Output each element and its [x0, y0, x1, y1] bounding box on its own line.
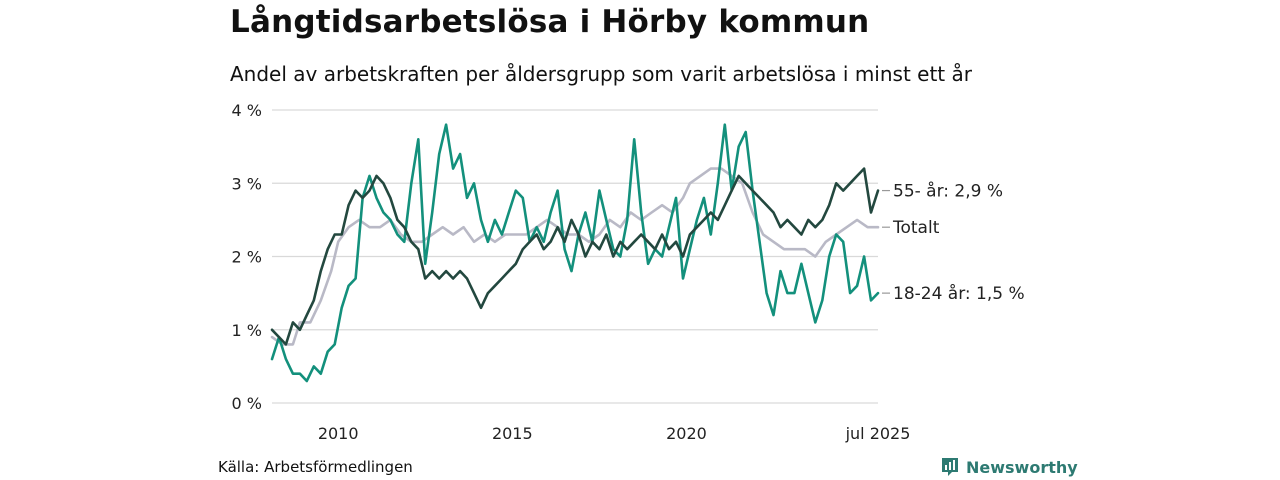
- series-line-total: [270, 167, 880, 346]
- x-tick-label: 2020: [666, 424, 707, 443]
- end-label-total: Totalt: [892, 218, 940, 238]
- x-axis-ticks: 2010 2015 2020 jul 2025: [318, 424, 911, 443]
- end-label-age55: 55- år: 2,9 %: [893, 181, 1003, 202]
- end-label-age1824: 18-24 år: 1,5 %: [893, 283, 1025, 304]
- y-tick-label: 2 %: [232, 248, 262, 267]
- chart-title: Långtidsarbetslösa i Hörby kommun: [230, 4, 870, 40]
- y-tick-label: 1 %: [232, 321, 262, 340]
- x-tick-label: 2015: [492, 424, 533, 443]
- y-tick-label: 4 %: [232, 101, 262, 120]
- brand-name: Newsworthy: [966, 457, 1078, 477]
- brand-logo[interactable]: Newsworthy: [940, 456, 1078, 478]
- newsworthy-icon: [942, 458, 958, 476]
- y-tick-label: 3 %: [232, 174, 262, 193]
- series-line-age1824: [270, 123, 880, 383]
- y-axis-ticks: 0 % 1 % 2 % 3 % 4 %: [232, 101, 262, 413]
- series-end-labels: 55- år: 2,9 % Totalt 18-24 år: 1,5 %: [882, 181, 1025, 304]
- series-line-age55: [270, 167, 880, 346]
- series-lines: [270, 123, 880, 383]
- x-tick-label: jul 2025: [845, 424, 911, 443]
- chart-subtitle: Andel av arbetskraften per åldersgrupp s…: [230, 62, 972, 86]
- source-note: Källa: Arbetsförmedlingen: [218, 458, 413, 476]
- y-tick-label: 0 %: [232, 394, 262, 413]
- x-tick-label: 2010: [318, 424, 359, 443]
